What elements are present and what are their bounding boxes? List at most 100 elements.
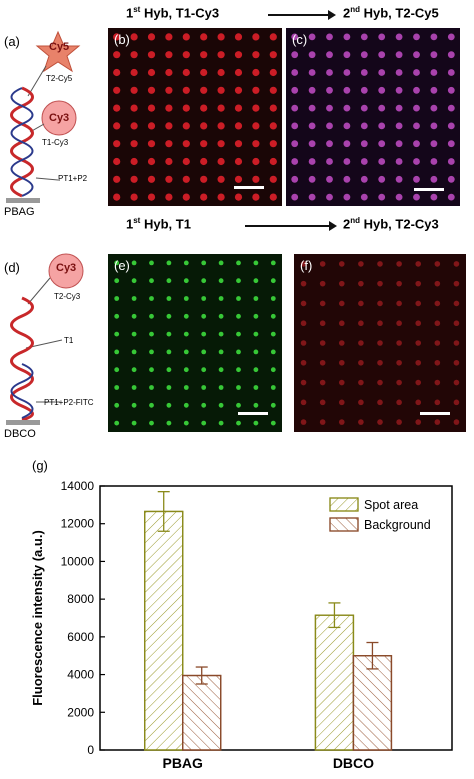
array-spot xyxy=(147,33,156,41)
array-spot xyxy=(270,367,276,373)
array-spot xyxy=(270,331,276,337)
array-spot xyxy=(183,331,189,337)
array-spot xyxy=(308,158,316,165)
micrograph-e: (e) xyxy=(108,254,282,432)
legend-swatch xyxy=(329,517,359,532)
array-spot xyxy=(252,175,260,183)
array-spot xyxy=(201,278,207,284)
array-spot xyxy=(378,104,386,112)
array-spot xyxy=(149,385,154,390)
array-spot xyxy=(165,51,173,59)
array-spot xyxy=(217,33,225,41)
array-spot xyxy=(447,69,455,76)
bar-chart: 0 2000 4000 6000 8000 10000 12000 14000 Fluoresc… xyxy=(30,479,453,771)
array-spot xyxy=(113,33,121,41)
array-spot xyxy=(434,300,441,307)
array-spot xyxy=(182,193,190,201)
bar xyxy=(314,614,355,751)
array-spot xyxy=(234,193,243,201)
array-spot xyxy=(300,300,307,307)
array-spot xyxy=(201,331,207,337)
array-spot xyxy=(300,379,307,386)
array-spot xyxy=(131,385,137,390)
panel-label-c: (c) xyxy=(292,32,308,47)
array-spot xyxy=(236,385,241,390)
substrate-label-pbag: PBAG xyxy=(4,206,35,218)
array-spot xyxy=(415,379,422,386)
array-spot xyxy=(415,340,422,346)
array-spot xyxy=(218,349,224,355)
array-spot xyxy=(234,157,243,166)
array-spot xyxy=(308,104,316,112)
array-spot xyxy=(447,140,455,148)
array-spot xyxy=(165,175,173,183)
array-spot xyxy=(252,51,260,59)
array-spot xyxy=(308,122,316,130)
array-spot xyxy=(377,340,383,346)
array-spot xyxy=(166,313,172,319)
array-spot xyxy=(149,420,154,426)
header-first-hyb-t1: 1st Hyb, T1 xyxy=(126,216,191,232)
array-spot xyxy=(253,367,259,373)
schematic-a xyxy=(6,30,81,203)
array-spot xyxy=(201,313,207,319)
array-spot xyxy=(358,359,364,366)
array-spot xyxy=(453,379,460,386)
array-spot xyxy=(269,68,277,77)
array-spot xyxy=(252,68,260,77)
array-spot xyxy=(218,402,224,408)
array-spot xyxy=(165,86,173,94)
array-spot xyxy=(182,104,190,112)
array-spot xyxy=(430,193,438,201)
array-spot xyxy=(396,419,402,425)
array-spot xyxy=(166,385,172,390)
array-spot xyxy=(358,320,364,327)
array-spot xyxy=(201,349,207,355)
array-spot xyxy=(338,379,345,386)
array-spot xyxy=(114,296,120,301)
array-spot xyxy=(269,51,277,59)
array-spot xyxy=(319,379,326,386)
array-spot xyxy=(378,86,386,94)
array-spot xyxy=(319,340,326,346)
array-spot xyxy=(147,51,156,59)
array-spot xyxy=(434,261,441,267)
array-spot xyxy=(234,86,243,94)
scale-bar-f xyxy=(420,412,450,415)
array-spot xyxy=(396,320,402,327)
array-spot xyxy=(218,367,224,373)
array-spot xyxy=(217,68,225,77)
array-spot xyxy=(113,104,121,112)
panel-label-a: (a) xyxy=(4,34,20,49)
array-spot xyxy=(413,33,420,41)
array-spot xyxy=(236,367,241,373)
array-spot xyxy=(217,157,225,166)
array-spot xyxy=(453,320,460,327)
array-spot xyxy=(218,313,224,319)
t2-cy3-label: T2-Cy3 xyxy=(54,292,81,301)
array-spot xyxy=(218,385,224,390)
array-spot xyxy=(326,69,333,76)
bar xyxy=(182,674,222,751)
array-spot xyxy=(415,419,422,425)
array-spot xyxy=(114,278,120,284)
array-spot xyxy=(234,122,243,130)
array-spot xyxy=(252,122,260,130)
array-spot xyxy=(253,331,259,337)
array-spot xyxy=(291,158,299,165)
array-spot xyxy=(377,379,383,386)
array-spot xyxy=(291,140,299,148)
array-spot xyxy=(413,158,420,165)
array-spot xyxy=(453,340,460,346)
array-spot xyxy=(396,379,402,386)
array-spot xyxy=(360,69,368,76)
array-spot xyxy=(183,385,189,390)
array-spot xyxy=(430,122,438,130)
array-spot xyxy=(270,420,276,426)
panel-label-e: (e) xyxy=(114,258,130,273)
header-first-hyb-t1-cy3: 1st Hyb, T1-Cy3 xyxy=(126,5,220,21)
array-spot xyxy=(343,122,351,130)
array-spot xyxy=(149,296,154,301)
array-spot xyxy=(147,157,156,166)
array-spot xyxy=(270,313,276,319)
